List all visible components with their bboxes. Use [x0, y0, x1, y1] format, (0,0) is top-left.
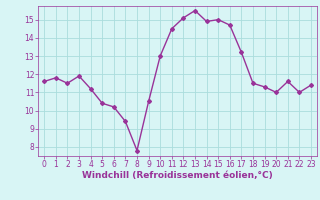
X-axis label: Windchill (Refroidissement éolien,°C): Windchill (Refroidissement éolien,°C)	[82, 171, 273, 180]
